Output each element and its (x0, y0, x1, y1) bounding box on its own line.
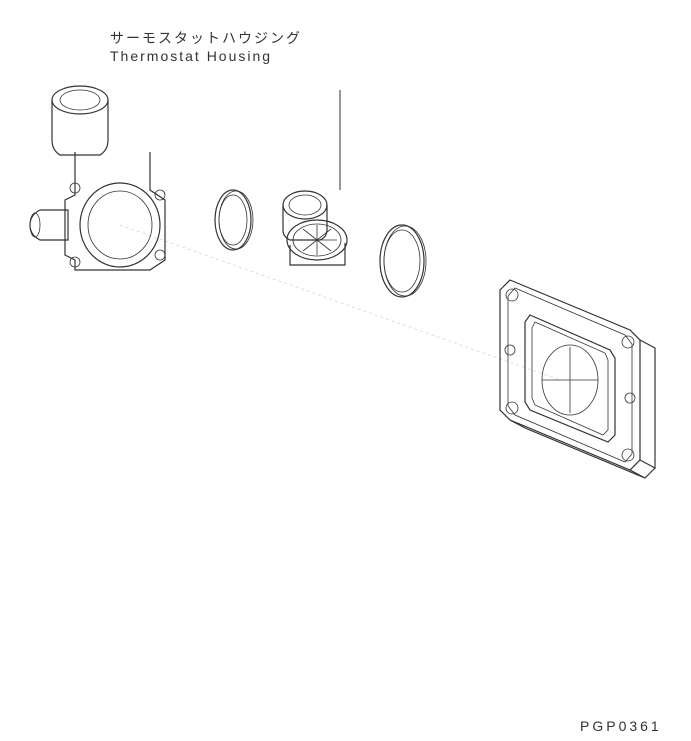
thermostat-part (283, 191, 347, 265)
thermostat-housing-part (30, 86, 165, 270)
seal-ring-2-part (380, 225, 426, 297)
seal-ring-1-part (215, 190, 253, 250)
exploded-diagram (0, 0, 691, 741)
cover-plate-part (500, 280, 655, 478)
